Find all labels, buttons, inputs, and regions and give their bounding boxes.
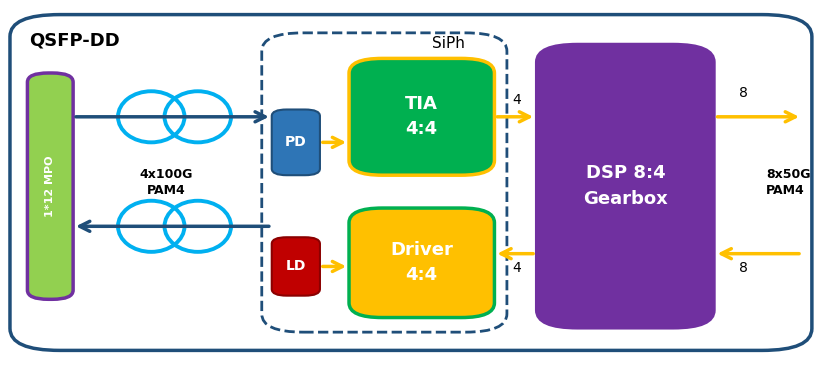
FancyBboxPatch shape [272,237,320,296]
FancyBboxPatch shape [10,15,812,350]
Text: 4: 4 [513,93,521,107]
FancyBboxPatch shape [27,73,73,299]
Text: DSP 8:4
Gearbox: DSP 8:4 Gearbox [583,164,667,208]
Text: 1*12 MPO: 1*12 MPO [45,155,56,217]
Text: SiPh: SiPh [432,36,465,51]
Text: 4: 4 [513,261,521,275]
Text: LD: LD [286,260,306,273]
Text: 8: 8 [740,261,748,275]
Text: TIA
4:4: TIA 4:4 [406,95,438,138]
Text: PD: PD [285,135,307,149]
FancyBboxPatch shape [272,110,320,175]
Text: Driver
4:4: Driver 4:4 [391,241,453,284]
FancyBboxPatch shape [262,33,507,332]
Text: 8x50G
PAM4: 8x50G PAM4 [766,169,811,196]
Text: 8: 8 [740,86,748,100]
FancyBboxPatch shape [349,58,494,175]
Text: QSFP-DD: QSFP-DD [29,31,120,49]
FancyBboxPatch shape [349,208,494,318]
Text: 4x100G
PAM4: 4x100G PAM4 [140,169,193,196]
FancyBboxPatch shape [536,44,715,328]
